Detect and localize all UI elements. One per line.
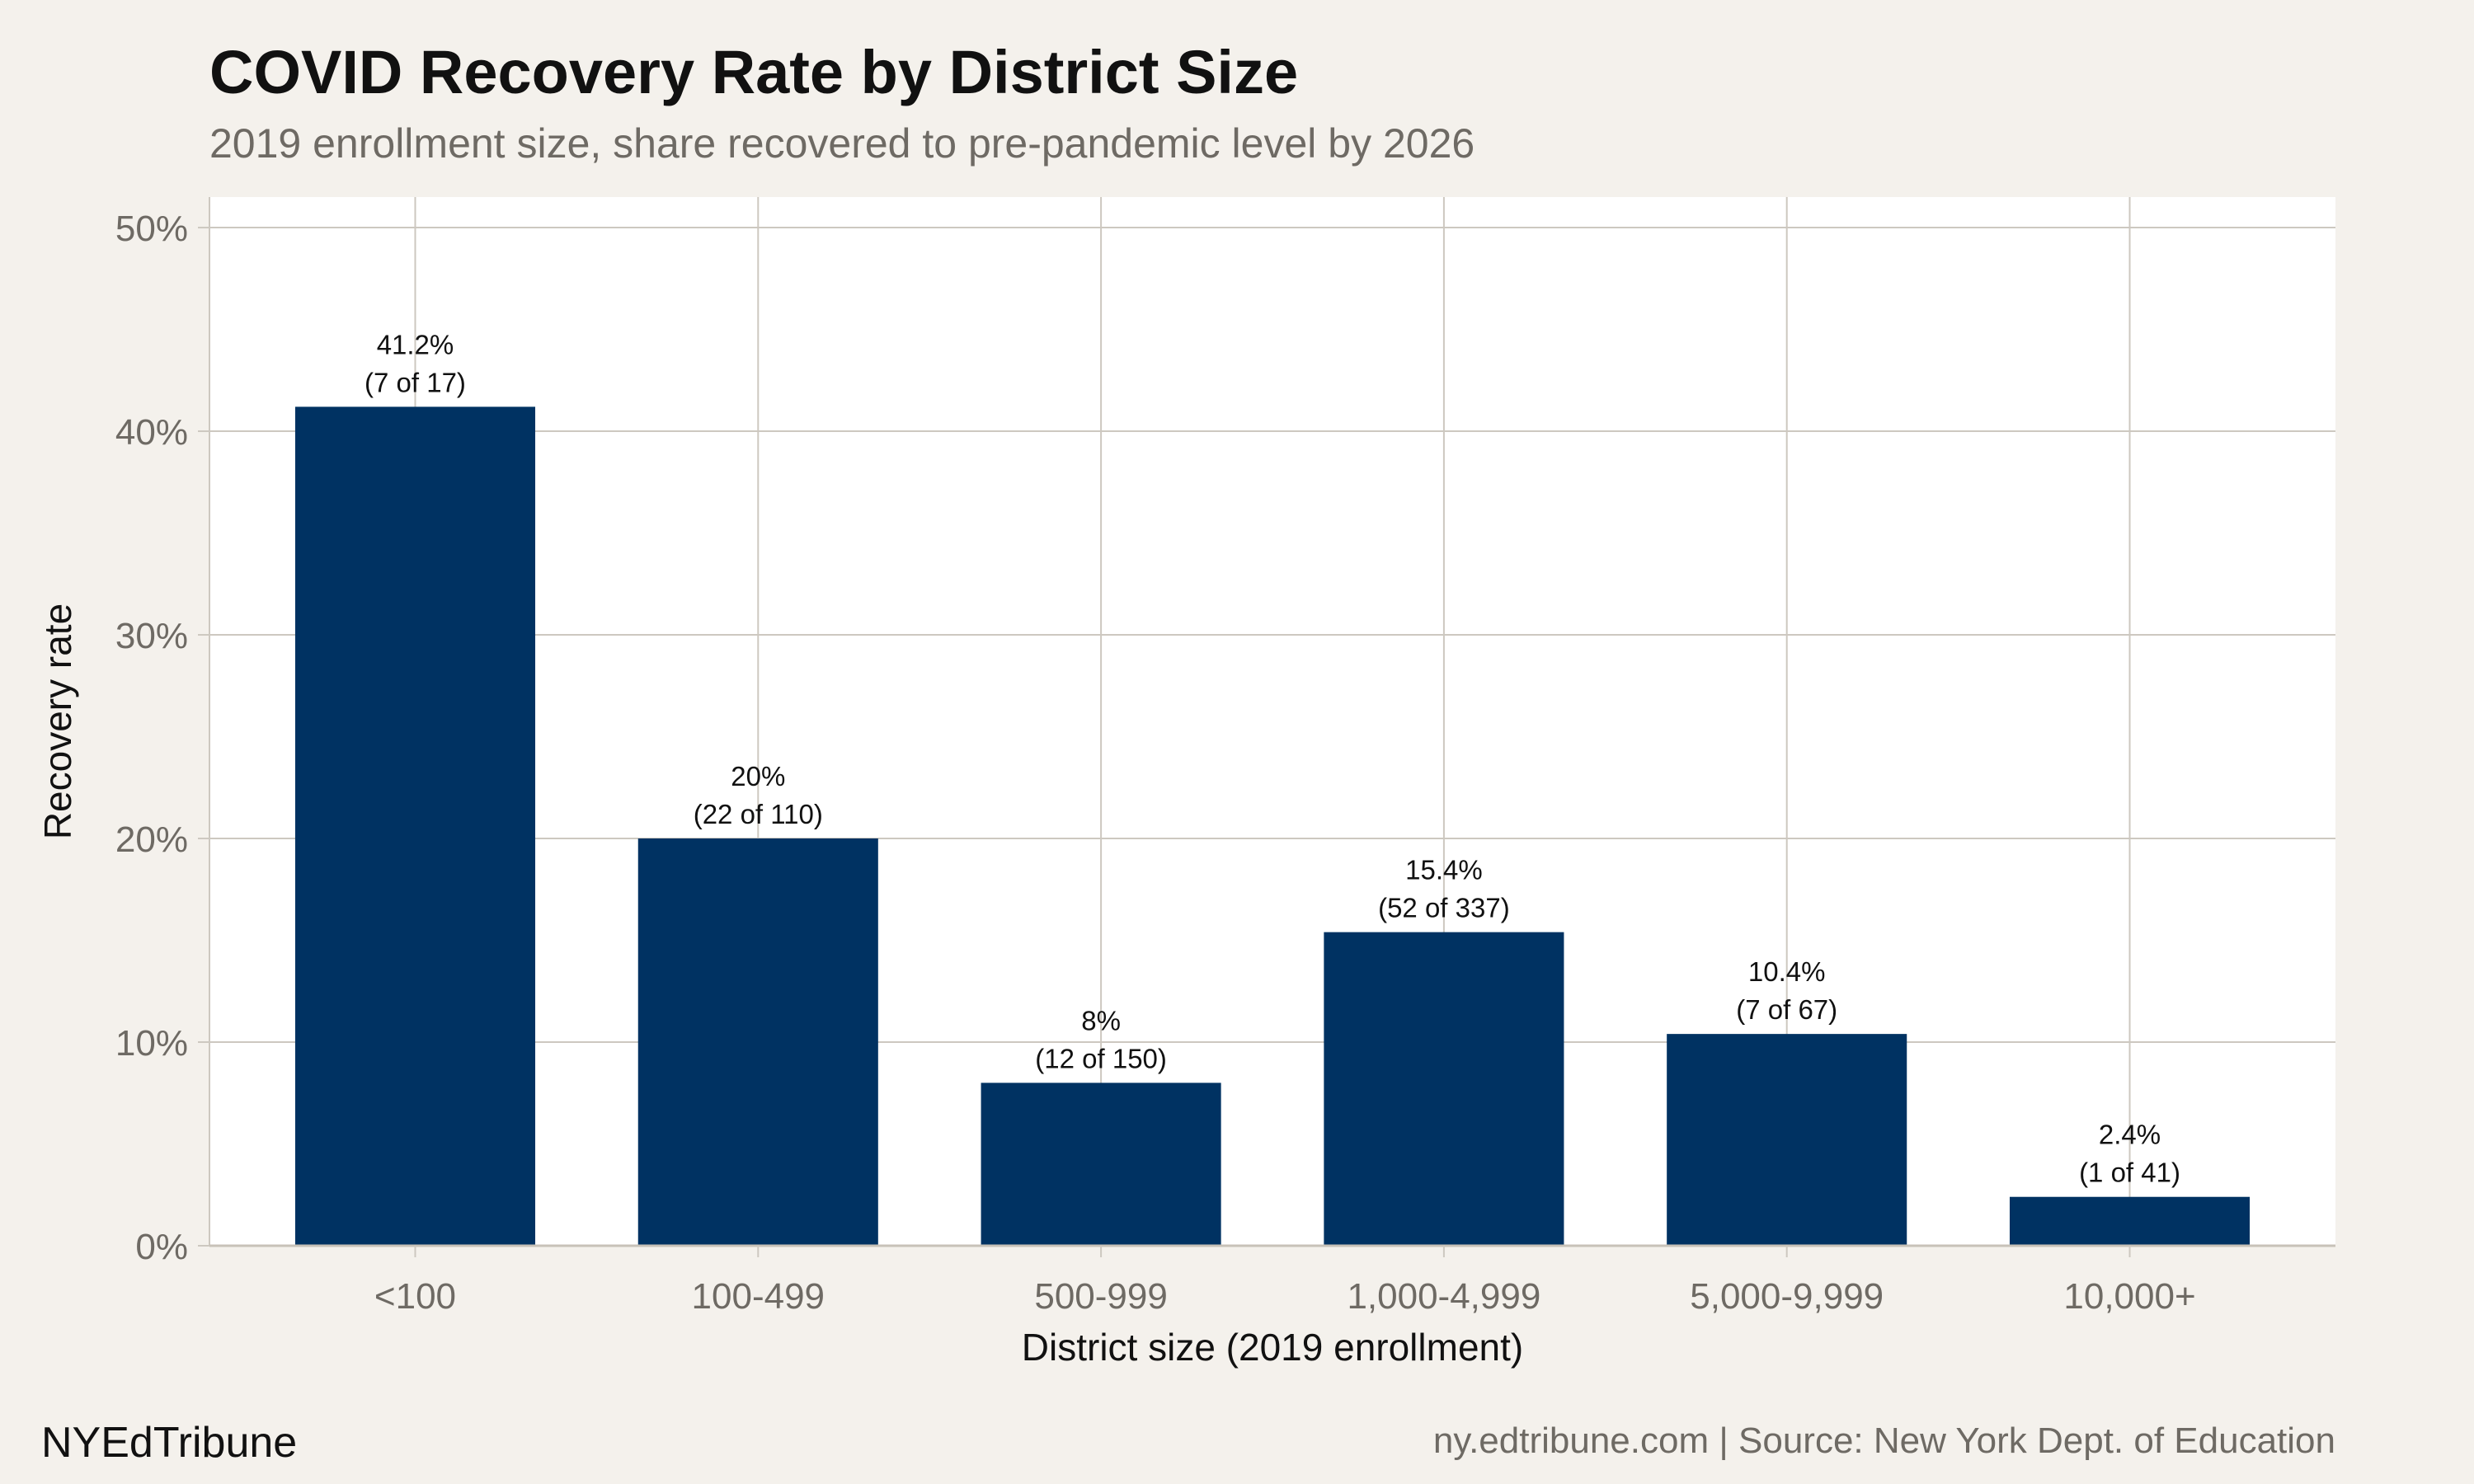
plot-panel bbox=[209, 197, 2335, 1246]
bar bbox=[294, 406, 536, 1246]
bar-value-label: 15.4% bbox=[1405, 855, 1483, 885]
bars bbox=[294, 406, 2251, 1246]
bar-value-label: 8% bbox=[1081, 1005, 1121, 1036]
x-axis-ticks: <100 100-499 500-999 1,000-4,999 5,000-9,999… bbox=[374, 1246, 2196, 1317]
y-axis-ticks: 0% 10% 20% 30% 40% 50% bbox=[115, 209, 209, 1267]
y-tick-label: 20% bbox=[115, 819, 188, 860]
x-axis-title: District size (2019 enrollment) bbox=[1022, 1326, 1523, 1369]
x-tick-label: <100 bbox=[374, 1276, 456, 1317]
bar bbox=[1324, 932, 1564, 1246]
bar-count-label: (52 of 337) bbox=[1378, 893, 1510, 923]
bar bbox=[981, 1082, 1221, 1246]
bar-count-label: (7 of 67) bbox=[1736, 994, 1837, 1025]
x-tick-label: 500-999 bbox=[1034, 1276, 1167, 1317]
chart-subtitle: 2019 enrollment size, share recovered to… bbox=[209, 120, 1475, 167]
y-tick-label: 30% bbox=[115, 616, 188, 656]
y-tick-label: 50% bbox=[115, 209, 188, 249]
chart-title: COVID Recovery Rate by District Size bbox=[209, 38, 1298, 106]
bar bbox=[1667, 1034, 1907, 1246]
bar bbox=[2009, 1196, 2251, 1246]
bar-labels: 41.2% (7 of 17) 20% (22 of 110) 8% (12 of 150… bbox=[365, 329, 2180, 1187]
x-tick-label: 100-499 bbox=[692, 1276, 825, 1317]
y-tick-label: 40% bbox=[115, 412, 188, 453]
y-tick-label: 0% bbox=[135, 1227, 188, 1267]
x-tick-label: 1,000-4,999 bbox=[1347, 1276, 1540, 1317]
x-tick-label: 10,000+ bbox=[2063, 1276, 2195, 1317]
bar-value-label: 20% bbox=[731, 761, 785, 791]
bar-value-label: 2.4% bbox=[2099, 1120, 2161, 1150]
y-tick-label: 10% bbox=[115, 1023, 188, 1064]
bar bbox=[637, 838, 878, 1246]
brand-logo-text: NYEdTribune bbox=[41, 1419, 297, 1467]
bar-count-label: (1 of 41) bbox=[2079, 1158, 2180, 1188]
y-axis-title: Recovery rate bbox=[36, 603, 79, 839]
bar-value-label: 10.4% bbox=[1748, 956, 1826, 987]
bar-count-label: (22 of 110) bbox=[694, 799, 823, 829]
bar-count-label: (7 of 17) bbox=[365, 367, 466, 397]
bar-value-label: 41.2% bbox=[377, 329, 454, 359]
source-note: ny.edtribune.com | Source: New York Dept… bbox=[1433, 1421, 2335, 1461]
x-tick-label: 5,000-9,999 bbox=[1690, 1276, 1884, 1317]
bar-count-label: (12 of 150) bbox=[1035, 1043, 1167, 1073]
